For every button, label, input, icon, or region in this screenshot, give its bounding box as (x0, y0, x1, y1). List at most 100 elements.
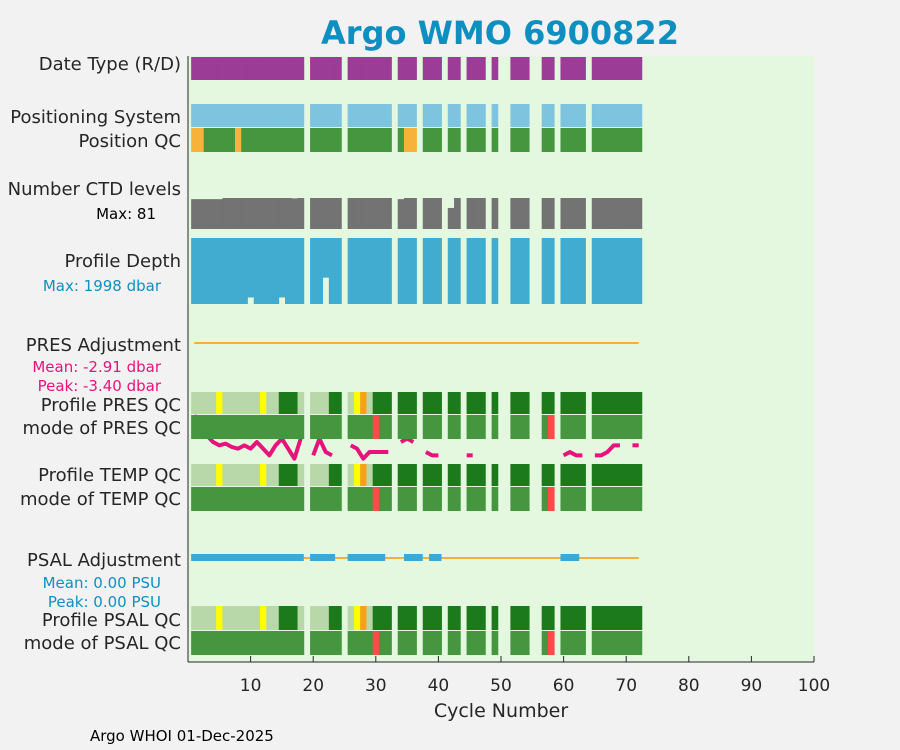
profile-depth-bar (297, 238, 305, 304)
pres-adjustment-line (311, 436, 333, 458)
ctd-level-bar (579, 198, 586, 229)
date-type-cell (479, 57, 486, 80)
profile-temp-qc-cell (266, 464, 273, 486)
profile-temp-qc-cell (322, 464, 330, 486)
position-qc-cell (209, 128, 217, 152)
profile-depth-bar (610, 238, 618, 304)
mode-pres-qc-cell (472, 415, 480, 439)
profile-depth-bar (491, 238, 499, 304)
profile-temp-qc-cell (385, 464, 392, 486)
mode-pres-qc-cell (491, 415, 499, 439)
label-date-type: Date Type (R/D) (39, 54, 181, 75)
mode-psal-qc-cell (353, 631, 361, 655)
ctd-level-bar (203, 199, 211, 229)
position-qc-cell (454, 128, 461, 152)
profile-psal-qc-cell (328, 606, 336, 630)
positioning-cell (435, 104, 442, 127)
profile-pres-qc-cell (291, 392, 298, 414)
positioning-cell (429, 104, 436, 127)
ctd-level-bar (316, 198, 323, 229)
position-qc-cell (385, 128, 392, 152)
profile-psal-qc-cell (366, 606, 374, 630)
mode-temp-qc-cell (447, 487, 455, 511)
positioning-cell (598, 104, 605, 127)
profile-temp-qc-cell (541, 464, 549, 486)
profile-psal-qc-cell (197, 606, 205, 630)
mode-temp-qc-cell (429, 487, 436, 511)
profile-psal-qc-cell (347, 606, 355, 630)
profile-temp-qc-cell (598, 464, 605, 486)
mode-temp-qc-cell (579, 487, 586, 511)
label-depth-max: Max: 1998 dbar (43, 277, 162, 295)
pres-adjustment-line (349, 443, 389, 461)
mode-psal-qc-cell (328, 631, 336, 655)
mode-pres-qc-cell (316, 415, 323, 439)
mode-psal-qc-cell (272, 631, 280, 655)
mode-psal-qc-cell (479, 631, 486, 655)
profile-pres-qc-cell (466, 392, 474, 414)
date-type-cell (360, 57, 367, 80)
profile-temp-qc-cell (335, 464, 342, 486)
pres-adjustment-line (192, 414, 303, 461)
date-type-cell (422, 57, 430, 80)
mode-psal-qc-cell (372, 631, 380, 655)
positioning-cell (623, 104, 630, 127)
mode-temp-qc-cell (291, 487, 298, 511)
mode-psal-qc-cell (472, 631, 480, 655)
positioning-cell (259, 104, 267, 127)
date-type-cell (310, 57, 317, 80)
profile-temp-qc-cell (604, 464, 611, 486)
ctd-level-bar (479, 198, 486, 229)
profile-pres-qc-cell (579, 392, 586, 414)
position-qc-cell (353, 128, 361, 152)
x-tick-label: 70 (615, 676, 637, 696)
mode-psal-qc-cell (197, 631, 205, 655)
profile-psal-qc-cell (547, 606, 555, 630)
pres-adjustment-line (424, 450, 439, 458)
date-type-cell (297, 57, 305, 80)
profile-depth-bar (516, 238, 524, 304)
position-qc-cell (216, 128, 223, 152)
profile-psal-qc-cell (266, 606, 273, 630)
profile-psal-qc-cell (491, 606, 499, 630)
profile-pres-qc-cell (604, 392, 611, 414)
position-qc-cell (291, 128, 298, 152)
mode-psal-qc-cell (466, 631, 474, 655)
position-qc-cell (604, 128, 611, 152)
mode-temp-qc-cell (266, 487, 273, 511)
ctd-level-bar (466, 198, 474, 229)
mode-temp-qc-cell (472, 487, 480, 511)
position-qc-cell (572, 128, 580, 152)
position-qc-cell (397, 128, 405, 152)
profile-temp-qc-cell (403, 464, 411, 486)
profile-psal-qc-cell (316, 606, 323, 630)
position-qc-cell (234, 128, 242, 152)
mode-psal-qc-cell (228, 631, 236, 655)
positioning-cell (522, 104, 530, 127)
mode-pres-qc-cell (479, 415, 486, 439)
positioning-cell (510, 104, 518, 127)
profile-depth-bar (598, 238, 605, 304)
profile-pres-qc-cell (629, 392, 636, 414)
mode-psal-qc-cell (454, 631, 461, 655)
positioning-cell (297, 104, 305, 127)
profile-temp-qc-cell (310, 464, 317, 486)
positioning-cell (191, 104, 198, 127)
position-qc-cell (410, 128, 417, 152)
mode-pres-qc-cell (397, 415, 405, 439)
profile-pres-qc-cell (522, 392, 530, 414)
mode-pres-qc-cell (310, 415, 317, 439)
position-qc-cell (541, 128, 549, 152)
positioning-cell (541, 104, 549, 127)
profile-psal-qc-cell (360, 606, 367, 630)
profile-psal-qc-cell (278, 606, 286, 630)
profile-psal-qc-cell (604, 606, 611, 630)
mode-pres-qc-cell (466, 415, 474, 439)
mode-pres-qc-cell (510, 415, 518, 439)
profile-psal-qc-cell (422, 606, 430, 630)
profile-temp-qc-cell (491, 464, 499, 486)
ctd-level-bar (310, 198, 317, 229)
mode-psal-qc-cell (203, 631, 211, 655)
label-profile-depth: Profile Depth (64, 251, 181, 272)
profile-temp-qc-cell (366, 464, 374, 486)
